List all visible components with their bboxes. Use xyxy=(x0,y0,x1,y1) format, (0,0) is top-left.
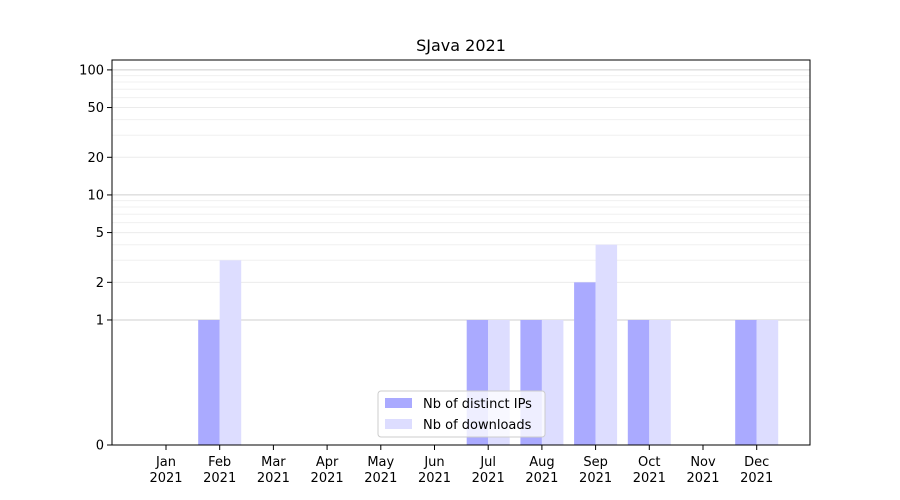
x-tick-label-month: Sep xyxy=(583,455,608,470)
y-tick-label: 1 xyxy=(96,313,104,328)
bar-downloads-feb xyxy=(219,260,242,445)
legend-swatch xyxy=(385,419,412,429)
x-tick-label-month: Feb xyxy=(208,455,231,470)
x-tick-label-month: Jul xyxy=(479,455,496,470)
legend-label: Nb of distinct IPs xyxy=(423,397,532,412)
bar-downloads-dec xyxy=(756,319,779,445)
x-tick-label-month: Dec xyxy=(744,455,769,470)
bar-downloads-oct xyxy=(649,319,671,445)
bar-distinct-ips-feb xyxy=(198,319,220,445)
x-tick-label-year: 2021 xyxy=(686,471,719,486)
x-tick-label-year: 2021 xyxy=(149,471,182,486)
x-tick-label-month: Jun xyxy=(423,455,444,470)
x-tick-label-month: May xyxy=(367,455,394,470)
x-tick-label-year: 2021 xyxy=(633,471,666,486)
y-tick-label: 20 xyxy=(87,151,104,166)
plot-frame xyxy=(111,59,811,446)
x-tick-label-month: Oct xyxy=(638,455,660,470)
x-tick-label-month: Mar xyxy=(261,455,286,470)
x-tick-label-year: 2021 xyxy=(364,471,397,486)
x-axis-ticks: Jan2021Feb2021Mar2021Apr2021May2021Jun20… xyxy=(149,445,773,486)
x-tick-label-year: 2021 xyxy=(418,471,451,486)
legend: Nb of distinct IPs Nb of downloads xyxy=(377,390,546,438)
bar-distinct-ips-oct xyxy=(627,319,650,445)
bar-distinct-ips-sep xyxy=(574,282,596,445)
y-tick-label: 5 xyxy=(96,226,104,241)
x-tick-label-year: 2021 xyxy=(579,471,612,486)
bar-distinct-ips-dec xyxy=(735,319,757,445)
x-tick-label-year: 2021 xyxy=(203,471,236,486)
x-tick-label-year: 2021 xyxy=(311,471,344,486)
legend-label: Nb of downloads xyxy=(423,418,532,433)
y-tick-label: 100 xyxy=(79,63,104,78)
grid xyxy=(112,69,810,321)
x-tick-label-month: Apr xyxy=(316,455,339,470)
x-tick-label-month: Aug xyxy=(529,455,554,470)
x-tick-label-year: 2021 xyxy=(740,471,773,486)
x-tick-label-month: Nov xyxy=(690,455,716,470)
y-tick-label: 0 xyxy=(96,439,104,454)
legend-swatch xyxy=(385,398,412,408)
x-tick-label-year: 2021 xyxy=(525,471,558,486)
y-tick-label: 10 xyxy=(87,188,104,203)
chart-title: SJava 2021 xyxy=(416,36,506,55)
x-tick-label-year: 2021 xyxy=(472,471,505,486)
x-tick-label-month: Jan xyxy=(155,455,176,470)
bar-downloads-aug xyxy=(541,319,564,445)
x-tick-label-year: 2021 xyxy=(257,471,290,486)
y-tick-label: 2 xyxy=(96,276,104,291)
y-axis-ticks: 0 1 2 5 10 20 50 100 xyxy=(79,63,112,454)
legend-box xyxy=(377,390,546,438)
bar-downloads-sep xyxy=(595,244,618,445)
y-tick-label: 50 xyxy=(87,101,104,116)
